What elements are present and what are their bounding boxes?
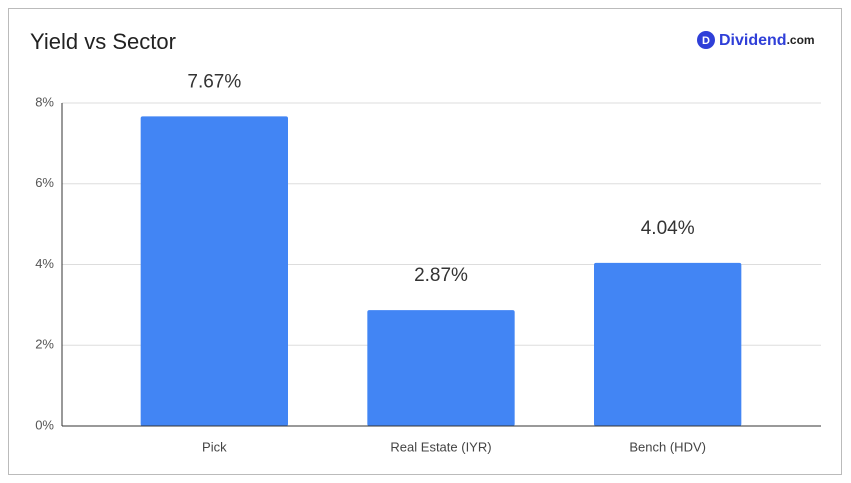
brand-icon: D (702, 35, 710, 47)
y-tick-label: 4% (35, 256, 54, 271)
y-tick-label: 0% (35, 417, 54, 432)
y-tick-label: 6% (35, 175, 54, 190)
bar (367, 310, 515, 426)
bar (140, 116, 288, 426)
x-tick-label: Pick (202, 439, 227, 454)
x-tick-label: Real Estate (IYR) (390, 439, 491, 454)
brand-name: Dividend.com (719, 32, 815, 49)
bar (594, 262, 742, 426)
x-tick-label: Bench (HDV) (629, 439, 706, 454)
chart-title: Yield vs Sector (30, 29, 176, 54)
y-tick-label: 8% (35, 94, 54, 109)
brand-suffix: .com (787, 33, 815, 47)
brand-icon-bg (697, 31, 715, 49)
y-tick-label: 2% (35, 337, 54, 352)
value-label: 4.04% (641, 218, 695, 239)
value-label: 7.67% (187, 71, 241, 92)
brand-name-main: Dividend (719, 32, 787, 49)
value-label: 2.87% (414, 265, 468, 286)
brand-logo: D Dividend.com (697, 31, 815, 49)
